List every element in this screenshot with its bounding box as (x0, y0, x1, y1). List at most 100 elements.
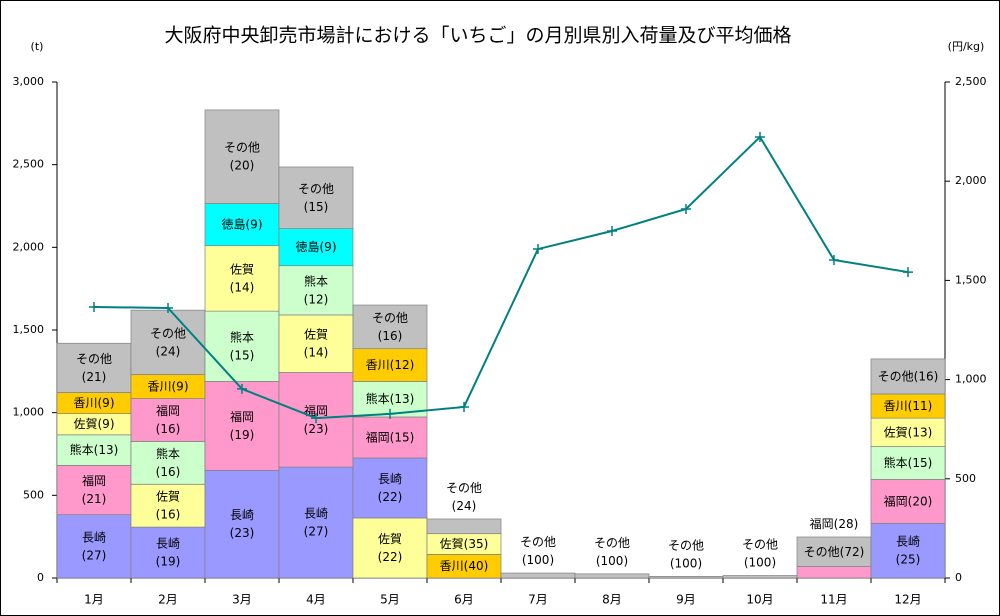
segment-label-line: その他 (298, 181, 334, 195)
segment-label-line: 長崎 (156, 536, 180, 550)
segment-label: 熊本 (15) (230, 329, 255, 362)
segment-label-line: その他 (594, 535, 630, 549)
bar-segment (500, 572, 576, 579)
segment-label: その他 (16) (372, 310, 408, 342)
price-marker (755, 131, 765, 142)
segment-label-line: 香川(11) (884, 399, 933, 413)
segment-label-line: その他 (668, 538, 704, 552)
x-tick-label: 9月 (676, 593, 696, 607)
price-marker (903, 267, 913, 278)
segment-label: 長崎 (27) (304, 506, 329, 538)
bar-segment (204, 109, 280, 204)
y2-tick-label: 2,000 (955, 174, 987, 187)
segment-label-line: 香川(9) (148, 379, 189, 393)
segment-label-line: (15) (304, 199, 329, 213)
price-line (93, 135, 909, 420)
bar-segment (204, 470, 280, 579)
segment-label-line: (16) (156, 422, 181, 436)
segment-label-line: 佐賀 (156, 489, 180, 503)
segment-label: 香川(9) (148, 379, 189, 393)
segment-label: 徳島(9) (296, 239, 337, 254)
segment-label-line: (16) (156, 507, 181, 521)
price-marker (459, 401, 469, 412)
price-marker (681, 203, 691, 214)
bar-segment (56, 342, 132, 393)
segment-label: その他 (100) (520, 535, 556, 567)
segment-label: その他 (100) (742, 537, 778, 569)
bar-segment (426, 518, 502, 535)
segment-label: 福岡(20) (884, 493, 933, 508)
segment-label-line: (20) (230, 158, 255, 172)
y2-tick-label: 1,500 (955, 273, 987, 286)
bar-segment (870, 358, 946, 395)
segment-label: 福岡 (19) (230, 408, 255, 441)
x-tick-label: 10月 (746, 593, 773, 607)
segment-label: 福岡(28) (810, 515, 859, 530)
segment-label-line: (23) (230, 526, 255, 540)
segment-label: 香川(9) (74, 396, 115, 410)
segment-label: 佐賀 (16) (156, 489, 181, 521)
segment-label-line: 佐賀 (230, 262, 254, 276)
segment-label: 佐賀 (14) (304, 327, 329, 359)
x-tick-label: 8月 (602, 593, 622, 607)
segment-label-line: 福岡(20) (884, 493, 933, 508)
bar-segment (796, 566, 872, 579)
segment-label: 熊本 (12) (304, 273, 329, 306)
segment-label-line: その他 (520, 535, 556, 549)
bar-segment (574, 573, 650, 579)
y-tick-label: 2,000 (13, 240, 45, 253)
segment-label-line: その他 (224, 140, 260, 154)
segment-label-line: (19) (156, 554, 181, 568)
segment-label-line: (100) (522, 553, 554, 567)
segment-label: 熊本(13) (366, 391, 415, 406)
segment-label: その他 (24) (150, 326, 186, 358)
segment-label: 香川(12) (366, 358, 415, 372)
price-marker (533, 244, 543, 255)
x-tick-label: 2月 (158, 593, 178, 607)
segment-label-line: (22) (378, 489, 403, 503)
segment-label-line: (100) (596, 553, 628, 567)
segment-label: 熊本 (16) (156, 445, 181, 478)
segment-label-line: (100) (744, 555, 776, 569)
bar-segment (278, 314, 354, 373)
segment-label-line: 福岡 (304, 402, 328, 417)
x-tick-label: 12月 (894, 593, 921, 607)
segment-label: その他(72) (804, 544, 865, 558)
segment-label-line: 福岡(15) (366, 429, 415, 444)
segment-label-line: (16) (156, 464, 181, 478)
segment-label-line: 熊本(15) (884, 455, 933, 470)
segment-label-line: その他 (372, 310, 408, 324)
bar-segment (204, 245, 280, 312)
segment-label: 福岡 (21) (82, 473, 107, 506)
segment-label-line: 香川(9) (74, 396, 115, 410)
bar-segment (870, 479, 946, 524)
bar-segment (648, 575, 724, 579)
bar-segment (204, 381, 280, 471)
segment-label: その他 (21) (76, 351, 112, 383)
segment-label-line: (22) (378, 549, 403, 563)
segment-label-line: (24) (452, 498, 477, 512)
segment-label-line: (12) (304, 292, 329, 306)
segment-label-line: (14) (230, 280, 255, 294)
segment-label-line: その他 (742, 537, 778, 551)
segment-label-line: (27) (82, 548, 107, 562)
y2-unit: (円/kg) (948, 40, 985, 53)
price-marker (89, 301, 99, 312)
price-marker (163, 302, 173, 313)
segment-label-line: 佐賀(35) (440, 537, 489, 551)
y2-tick-label: 500 (955, 472, 976, 485)
segment-label-line: 佐賀 (378, 531, 402, 545)
price-marker (311, 413, 321, 424)
bar-segment (870, 417, 946, 447)
segment-label-line: 佐賀 (304, 327, 328, 341)
segment-label-line: 長崎 (304, 506, 328, 520)
segment-label: 佐賀(35) (440, 537, 489, 551)
segment-label: その他 (100) (668, 538, 704, 570)
segment-label-line: 福岡(28) (810, 515, 859, 530)
segment-label-line: 長崎 (896, 534, 920, 548)
bar-segment (870, 446, 946, 480)
segment-label: その他 (15) (298, 181, 334, 213)
y2-tick-label: 0 (955, 571, 962, 584)
segment-label-line: その他 (446, 480, 482, 494)
